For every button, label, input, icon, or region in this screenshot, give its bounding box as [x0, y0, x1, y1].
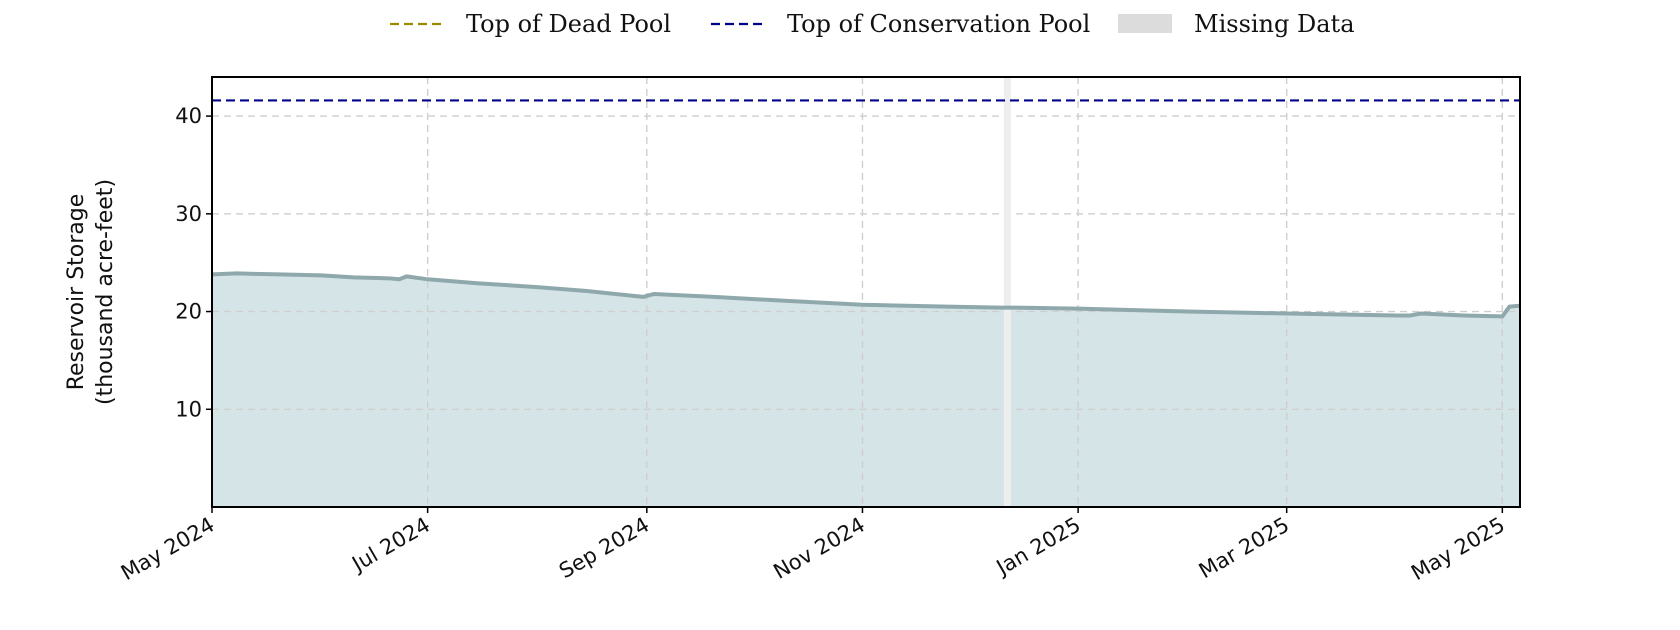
y-tick-label: 10 — [175, 397, 202, 421]
legend-label: Missing Data — [1194, 10, 1355, 38]
y-axis-title-line: (thousand acre-feet) — [93, 179, 118, 405]
plot-content — [212, 77, 1520, 507]
y-tick-label: 40 — [175, 104, 202, 128]
storage-area — [212, 273, 1520, 507]
x-tick-label: Nov 2024 — [769, 513, 869, 584]
legend-swatch — [1118, 14, 1172, 33]
storage-line — [212, 271, 1520, 319]
plot-frame — [211, 76, 1521, 508]
x-tick-label: Sep 2024 — [555, 513, 653, 584]
y-tick-label: 20 — [175, 300, 202, 324]
y-axis-title: Reservoir Storage (thousand acre-feet) — [64, 179, 118, 405]
legend-label: Top of Conservation Pool — [787, 10, 1090, 38]
x-tick-label: Mar 2025 — [1195, 513, 1293, 584]
missing-data-band — [1003, 77, 1011, 507]
legend-label: Top of Dead Pool — [466, 10, 671, 38]
x-tick-label: May 2025 — [1407, 513, 1509, 586]
x-tick-label: May 2024 — [117, 513, 219, 586]
plot-area: 10 20 30 40 May 2024 Jul 2024 Sep 2024 Nov 2024… — [117, 76, 1521, 586]
legend: Top of Dead Pool Top of Conservation Pool… — [390, 10, 1355, 38]
y-axis-title-line: Reservoir Storage — [64, 194, 89, 391]
x-tick-label: Jul 2024 — [346, 513, 434, 578]
y-tick-label: 30 — [175, 202, 202, 226]
x-tick-label: Jan 2025 — [991, 513, 1085, 581]
